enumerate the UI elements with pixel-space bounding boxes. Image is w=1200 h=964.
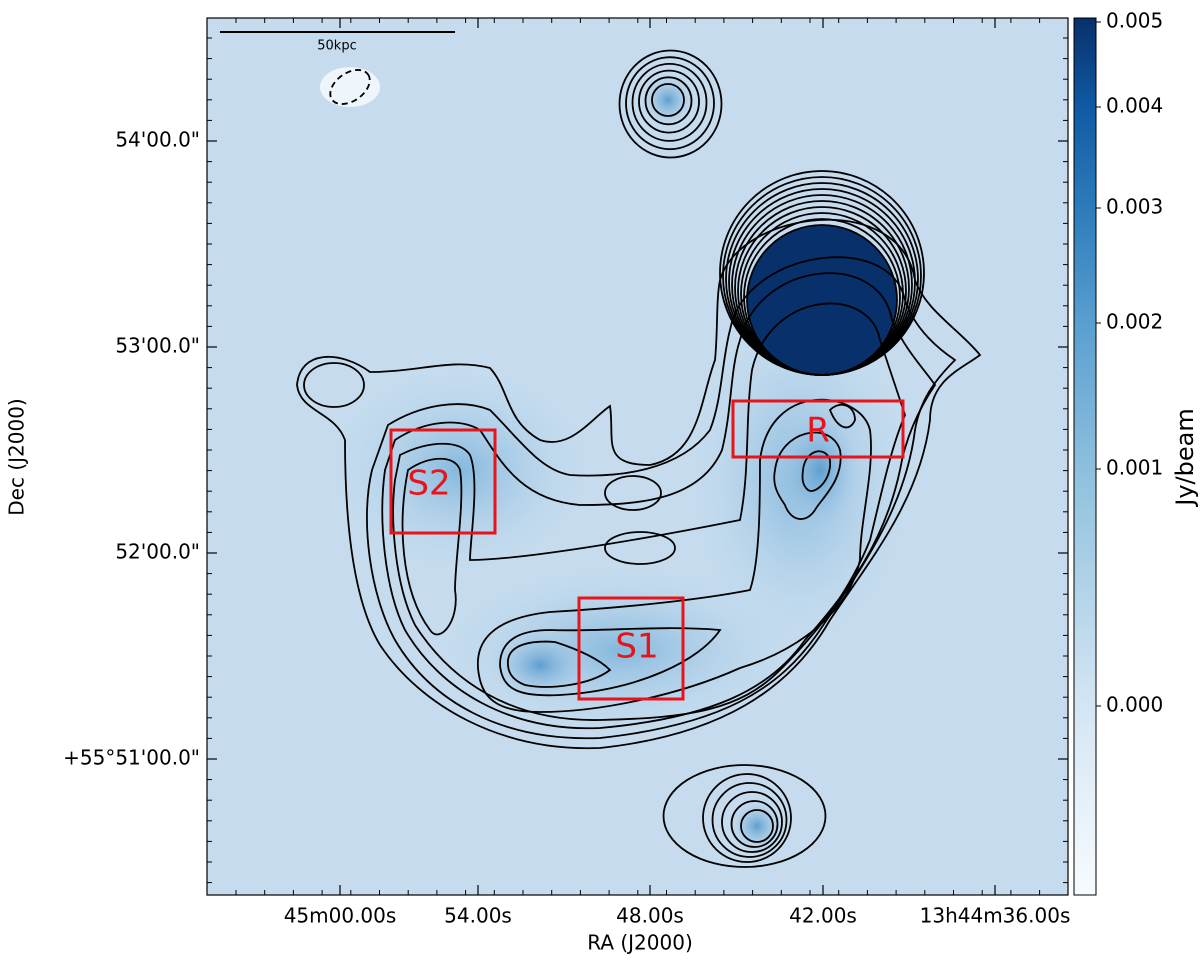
contour xyxy=(740,809,774,843)
contour xyxy=(719,170,925,376)
x-axis-label: RA (J2000) xyxy=(587,931,693,955)
colorbar-tick-label: 0.001 xyxy=(1106,456,1163,480)
y-tick-label: 54'00.0" xyxy=(115,128,200,152)
contour xyxy=(625,56,715,151)
region-label: R xyxy=(806,411,830,451)
y-tick-label: 52'00.0" xyxy=(115,540,200,564)
y-axis-label: Dec (J2000) xyxy=(5,398,29,515)
y-tick-label: 53'00.0" xyxy=(115,334,200,358)
x-tick-label: 13h44m36.00s xyxy=(920,904,1071,928)
colorbar-tick-label: 0.004 xyxy=(1106,94,1163,118)
contour xyxy=(651,83,685,117)
region-label: S2 xyxy=(407,464,450,504)
scale-bar-label: 50kpc xyxy=(317,39,356,54)
contour xyxy=(662,764,827,868)
colorbar-tick-label: 0.003 xyxy=(1106,195,1163,219)
contour xyxy=(730,800,779,848)
colorbar-label: Jy/beam xyxy=(1171,408,1199,507)
contour xyxy=(618,49,723,159)
image xyxy=(207,18,1068,895)
region-box xyxy=(731,399,905,459)
regions: S2 S1 R xyxy=(389,399,905,701)
colorbar-tick-label: 0.005 xyxy=(1106,9,1163,33)
contour xyxy=(721,791,783,853)
contour xyxy=(711,782,788,858)
colorbar-tick-label: 0.002 xyxy=(1106,310,1163,334)
region-box xyxy=(577,596,685,701)
contour xyxy=(631,63,708,142)
x-tick-label: 45m00.00s xyxy=(284,904,397,928)
colorbar-tick-label: 0.000 xyxy=(1106,693,1163,717)
region-label: S1 xyxy=(615,627,658,667)
x-tick-label: 42.00s xyxy=(789,904,857,928)
region-box xyxy=(389,428,497,535)
x-tick-label: 54.00s xyxy=(444,904,512,928)
contour xyxy=(638,69,700,134)
contour xyxy=(702,773,792,863)
colorbar xyxy=(1073,17,1097,896)
contour xyxy=(644,76,693,126)
x-tick-label: 48.00s xyxy=(616,904,684,928)
y-tick-label: +55°51'00.0" xyxy=(63,746,200,770)
